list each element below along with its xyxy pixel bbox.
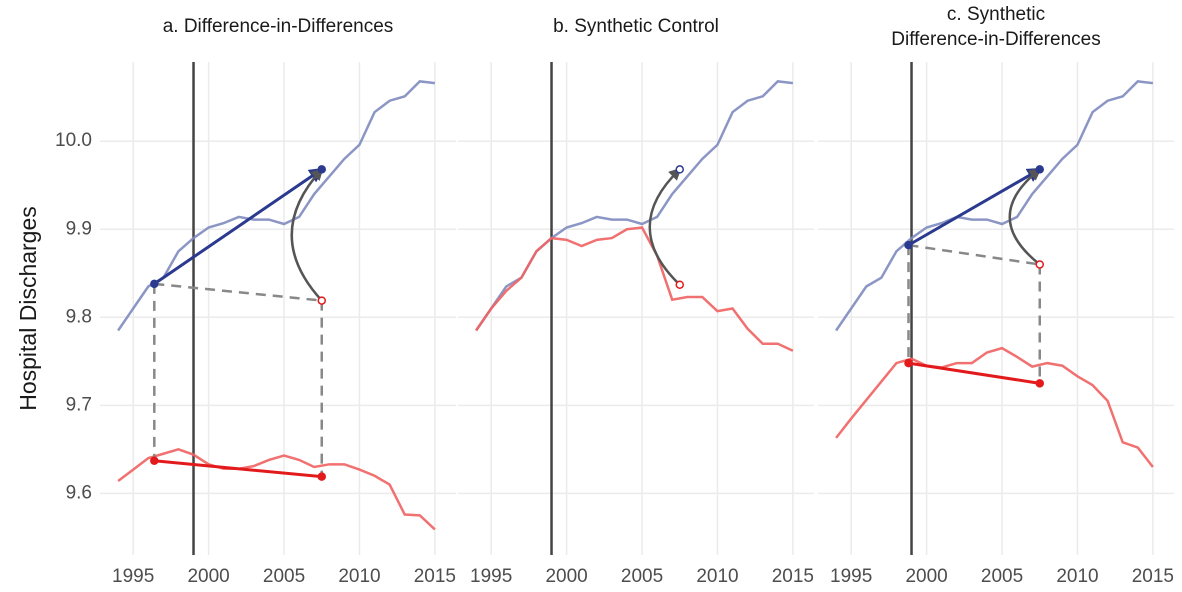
x-tick-label: 2010: [338, 566, 380, 587]
x-tick-label: 2005: [621, 566, 663, 587]
x-tick-label: 2000: [905, 566, 947, 587]
panel-title: Difference-in-Differences: [891, 29, 1100, 50]
y-tick-label: 9.7: [66, 394, 92, 415]
curved-arrow: [290, 167, 324, 302]
x-tick-label: 1995: [470, 566, 512, 587]
arrow-segment: [153, 167, 325, 286]
series-line: [475, 226, 794, 352]
point: [317, 165, 326, 174]
x-tick-label: 2015: [1132, 566, 1174, 587]
panel-title: c. Synthetic: [947, 4, 1045, 25]
x-tick-label: 2005: [263, 566, 305, 587]
arrow-segment: [907, 167, 1043, 247]
x-tick-label: 2000: [545, 566, 587, 587]
series-line: [835, 80, 1154, 332]
series-line: [117, 448, 436, 531]
series-line: [117, 80, 436, 332]
y-tick-label: 9.6: [66, 482, 92, 503]
x-tick-label: 2015: [414, 566, 456, 587]
x-tick-label: 2015: [772, 566, 814, 587]
point: [675, 280, 684, 289]
x-tick-label: 2010: [696, 566, 738, 587]
y-tick-label: 9.9: [66, 218, 92, 239]
x-tick-label: 2000: [187, 566, 229, 587]
curved-arrow: [648, 167, 682, 286]
x-tick-label: 1995: [112, 566, 154, 587]
panel-title: b. Synthetic Control: [553, 16, 719, 37]
point: [317, 296, 326, 305]
point: [150, 456, 159, 466]
point: [150, 279, 159, 289]
curved-arrow: [1008, 167, 1042, 266]
y-tick-label: 9.8: [66, 306, 92, 327]
point: [675, 165, 684, 174]
dashed-segment: [908, 243, 1040, 266]
point: [317, 472, 326, 481]
x-tick-label: 2010: [1056, 566, 1098, 587]
point: [904, 358, 913, 368]
y-axis-label: Hospital Discharges: [15, 206, 41, 411]
series-line: [835, 346, 1154, 468]
line-segment: [908, 361, 1040, 385]
dashed-segment: [154, 282, 322, 302]
point: [1035, 260, 1044, 269]
line-segment: [154, 459, 322, 479]
y-tick-label: 10.0: [55, 130, 92, 151]
point: [1035, 379, 1044, 388]
series-line: [475, 80, 794, 332]
point: [1035, 165, 1044, 174]
x-tick-label: 2005: [981, 566, 1023, 587]
x-tick-label: 1995: [830, 566, 872, 587]
point: [904, 240, 913, 250]
panel-title: a. Difference-in-Differences: [163, 16, 394, 37]
